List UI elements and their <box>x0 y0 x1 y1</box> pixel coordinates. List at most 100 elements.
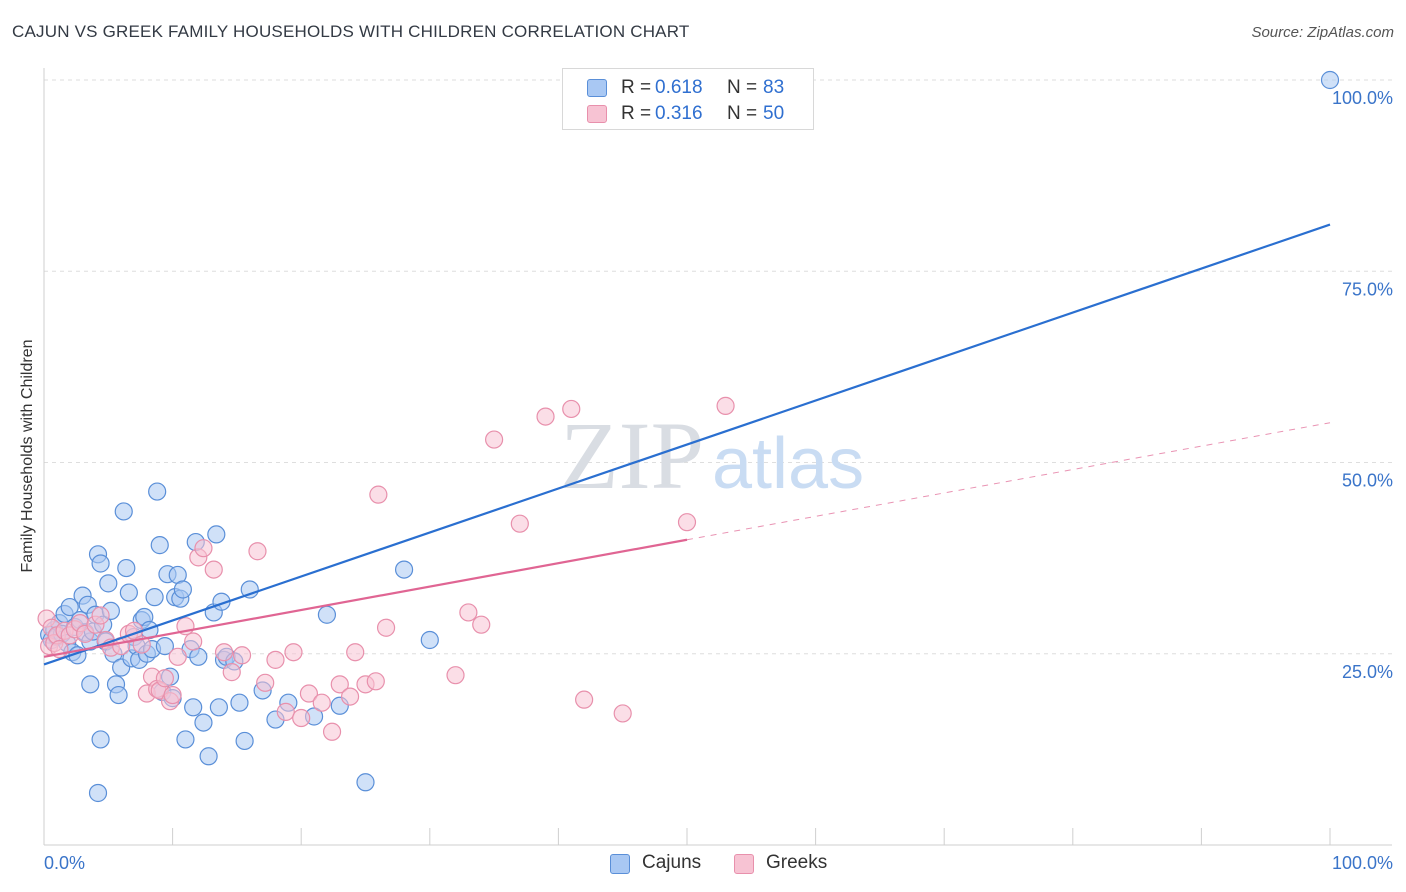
greeks-legend-label: Greeks <box>766 852 828 873</box>
cajun-point <box>235 731 254 751</box>
greek-point <box>562 399 581 419</box>
greek-point <box>376 618 396 637</box>
axes <box>43 68 1392 846</box>
grid-lines <box>44 79 1392 655</box>
greek-point <box>266 650 285 669</box>
greek-point <box>459 603 478 622</box>
greek-point <box>184 632 203 651</box>
y-axis-label: Family Households with Children <box>19 339 36 573</box>
cajun-swatch <box>587 79 607 97</box>
cajun-point <box>176 730 195 749</box>
greek-point <box>168 647 187 666</box>
cajun-point <box>189 647 208 666</box>
greek-point <box>369 485 388 504</box>
cajun-point <box>91 554 110 573</box>
cajun-point <box>119 583 138 602</box>
cajun-point <box>145 588 164 607</box>
cajun-point <box>356 773 375 792</box>
greek-point <box>510 514 529 533</box>
greek-point <box>232 646 252 665</box>
stats-legend: R = 0.618 N = 83 R = 0.316 N = 50 <box>562 68 814 130</box>
greek-point <box>536 407 555 426</box>
tick-labels: 25.0% 50.0% 75.0% 100.0% 0.0% 100.0% <box>44 88 1393 873</box>
greek-r-value: 0.316 <box>655 103 703 124</box>
cajun-point <box>230 693 249 712</box>
greek-n-value: 50 <box>763 103 785 124</box>
greek-point <box>613 704 632 723</box>
cajun-point <box>199 747 218 766</box>
greek-point <box>446 666 465 685</box>
cajun-point <box>117 558 136 578</box>
greek-swatch <box>587 105 607 123</box>
cajun-point <box>420 630 439 650</box>
greek-point <box>256 673 275 692</box>
x-tick-label-left: 0.0% <box>44 853 85 873</box>
cajun-point <box>91 730 110 749</box>
greek-trend-line <box>43 538 688 658</box>
cajun-n-label: N = <box>727 77 758 98</box>
greek-r-label: R = <box>621 103 652 124</box>
greek-point <box>677 513 697 532</box>
cajun-point <box>150 536 169 555</box>
trend-lines <box>43 223 1331 666</box>
y-tick-label: 50.0% <box>1342 471 1393 491</box>
greek-point <box>575 690 594 709</box>
watermark: ZIP atlas <box>560 402 864 509</box>
greek-n-label: N = <box>727 103 758 124</box>
cajun-point <box>209 698 228 717</box>
cajun-point <box>1320 70 1340 90</box>
cajuns-legend-swatch <box>610 854 630 874</box>
greek-point <box>163 685 182 705</box>
greek-point <box>312 693 331 712</box>
greek-point <box>299 684 319 703</box>
cajun-r-value: 0.618 <box>655 77 703 98</box>
y-tick-label: 25.0% <box>1342 662 1393 682</box>
greek-point <box>472 615 491 634</box>
data-points <box>37 70 1340 803</box>
greek-point <box>330 675 349 694</box>
cajun-point <box>99 574 118 593</box>
cajun-point <box>155 636 174 656</box>
greek-point <box>340 687 360 706</box>
greeks-legend-swatch <box>734 854 754 874</box>
greek-point <box>91 606 110 625</box>
greek-point <box>194 539 213 558</box>
greek-point <box>248 542 267 561</box>
cajun-trend-line <box>43 223 1331 666</box>
cajun-point <box>184 698 203 717</box>
y-tick-label: 75.0% <box>1342 279 1393 299</box>
greek-point <box>222 663 241 682</box>
watermark-atlas: atlas <box>712 424 864 504</box>
cajuns-legend-label: Cajuns <box>642 852 702 873</box>
cajun-point <box>114 502 133 521</box>
cajun-point <box>88 783 108 803</box>
greek-point <box>284 643 303 662</box>
cajun-n-value: 83 <box>763 77 785 98</box>
greek-point <box>716 396 735 415</box>
chart-title: CAJUN VS GREEK FAMILY HOUSEHOLDS WITH CH… <box>12 22 690 41</box>
cajun-r-label: R = <box>621 77 652 98</box>
y-tick-label: 100.0% <box>1332 88 1393 108</box>
greek-trend-line-extrapolated <box>686 422 1331 541</box>
greek-point <box>485 430 504 449</box>
greek-point <box>276 702 295 721</box>
greek-point <box>346 643 365 662</box>
greek-point <box>155 669 174 688</box>
greek-point <box>322 722 342 741</box>
cajun-point <box>394 560 414 579</box>
cajun-point <box>317 605 337 624</box>
x-tick-label-right: 100.0% <box>1332 853 1393 873</box>
cajun-point <box>194 713 213 732</box>
cajun-point <box>173 580 192 599</box>
cajun-point <box>60 597 79 617</box>
cajun-point <box>109 685 128 705</box>
watermark-zip: ZIP <box>560 402 704 509</box>
greek-point <box>366 672 385 691</box>
greek-point <box>292 708 311 728</box>
greek-point <box>204 560 223 579</box>
cajun-point <box>207 525 226 544</box>
source-label: Source: ZipAtlas.com <box>1251 24 1394 41</box>
greek-point <box>214 643 234 662</box>
cajun-point <box>148 482 167 501</box>
